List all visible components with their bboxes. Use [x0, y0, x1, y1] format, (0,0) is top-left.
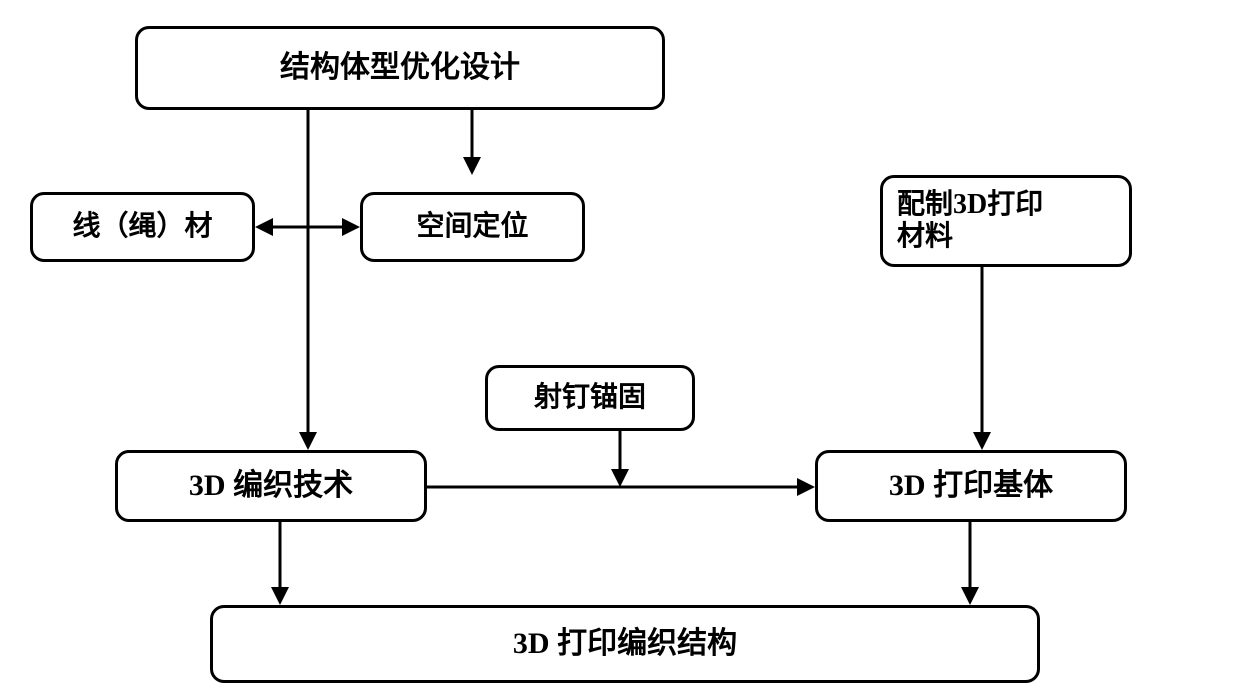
node-label: 3D 打印基体: [889, 469, 1053, 504]
node-label: 线（绳）材: [72, 211, 212, 243]
node-3d-print-woven-structure: 3D 打印编织结构: [210, 605, 1040, 683]
edge-weave-to-print: [427, 478, 815, 496]
edge-wire-pos-converge: [255, 218, 360, 236]
edge-print-to-result: [961, 522, 979, 605]
node-wire-material: 线（绳）材: [30, 192, 255, 262]
node-label: 结构体型优化设计: [280, 51, 520, 86]
edge-weave-to-result: [271, 522, 289, 605]
node-label: 3D 编织技术: [189, 469, 353, 504]
node-3d-print-base: 3D 打印基体: [815, 450, 1127, 522]
node-structure-optimization: 结构体型优化设计: [135, 26, 665, 110]
node-label: 射钉锚固: [534, 382, 646, 414]
node-prepare-3d-material: 配制3D打印材料: [880, 175, 1132, 267]
edge-mat-to-print: [973, 267, 991, 450]
edge-opt-to-weave: [299, 110, 317, 450]
edge-anchor-down: [611, 431, 629, 487]
node-nail-anchoring: 射钉锚固: [485, 365, 695, 431]
node-label: 空间定位: [416, 211, 528, 243]
node-3d-weaving: 3D 编织技术: [115, 450, 427, 522]
edge-opt-to-pos: [463, 110, 481, 175]
node-spatial-positioning: 空间定位: [360, 192, 585, 262]
flowchart-stage: 结构体型优化设计 线（绳）材 空间定位 配制3D打印材料 射钉锚固 3D 编织技…: [0, 0, 1240, 699]
node-label: 3D 打印编织结构: [513, 627, 737, 662]
node-label: 配制3D打印材料: [897, 189, 1043, 253]
